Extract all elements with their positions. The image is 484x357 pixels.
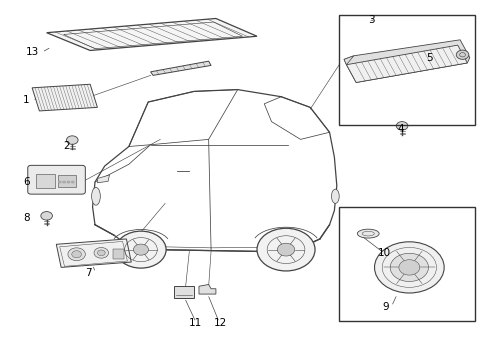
- Text: 8: 8: [23, 213, 30, 223]
- Text: 3: 3: [367, 15, 374, 25]
- Circle shape: [395, 122, 407, 130]
- Text: 4: 4: [396, 124, 403, 134]
- Ellipse shape: [91, 187, 100, 205]
- Polygon shape: [346, 45, 467, 82]
- Bar: [36, 174, 55, 188]
- Polygon shape: [46, 19, 257, 50]
- Circle shape: [398, 260, 419, 275]
- Circle shape: [72, 251, 81, 258]
- Circle shape: [455, 50, 468, 59]
- Circle shape: [97, 250, 105, 256]
- Bar: [338, 15, 474, 125]
- Text: 5: 5: [425, 52, 432, 62]
- Bar: [113, 248, 123, 259]
- Text: 9: 9: [382, 302, 389, 312]
- Circle shape: [68, 248, 85, 261]
- Circle shape: [66, 181, 70, 183]
- Text: 13: 13: [26, 47, 39, 57]
- Bar: [338, 207, 474, 321]
- Circle shape: [71, 181, 75, 183]
- Polygon shape: [151, 61, 211, 75]
- Polygon shape: [343, 40, 469, 82]
- Circle shape: [66, 136, 78, 144]
- FancyBboxPatch shape: [28, 165, 85, 194]
- Circle shape: [41, 212, 52, 220]
- Circle shape: [390, 253, 427, 281]
- Bar: [173, 286, 194, 298]
- Polygon shape: [198, 285, 215, 294]
- Circle shape: [116, 231, 166, 268]
- Text: 2: 2: [63, 141, 70, 151]
- Circle shape: [277, 243, 294, 256]
- Circle shape: [58, 181, 61, 183]
- Text: 12: 12: [213, 317, 226, 327]
- Polygon shape: [97, 175, 109, 183]
- Polygon shape: [343, 56, 353, 65]
- Text: 11: 11: [189, 317, 202, 327]
- Circle shape: [94, 247, 108, 258]
- Text: 7: 7: [85, 268, 92, 278]
- Circle shape: [133, 244, 148, 255]
- Text: 6: 6: [23, 177, 30, 187]
- Ellipse shape: [357, 229, 378, 238]
- Circle shape: [374, 242, 443, 293]
- Text: 10: 10: [377, 248, 390, 258]
- Polygon shape: [56, 239, 131, 267]
- Circle shape: [257, 228, 315, 271]
- Bar: [58, 175, 76, 187]
- Ellipse shape: [331, 189, 338, 203]
- Circle shape: [62, 181, 66, 183]
- Polygon shape: [32, 84, 97, 111]
- Text: 1: 1: [23, 95, 30, 105]
